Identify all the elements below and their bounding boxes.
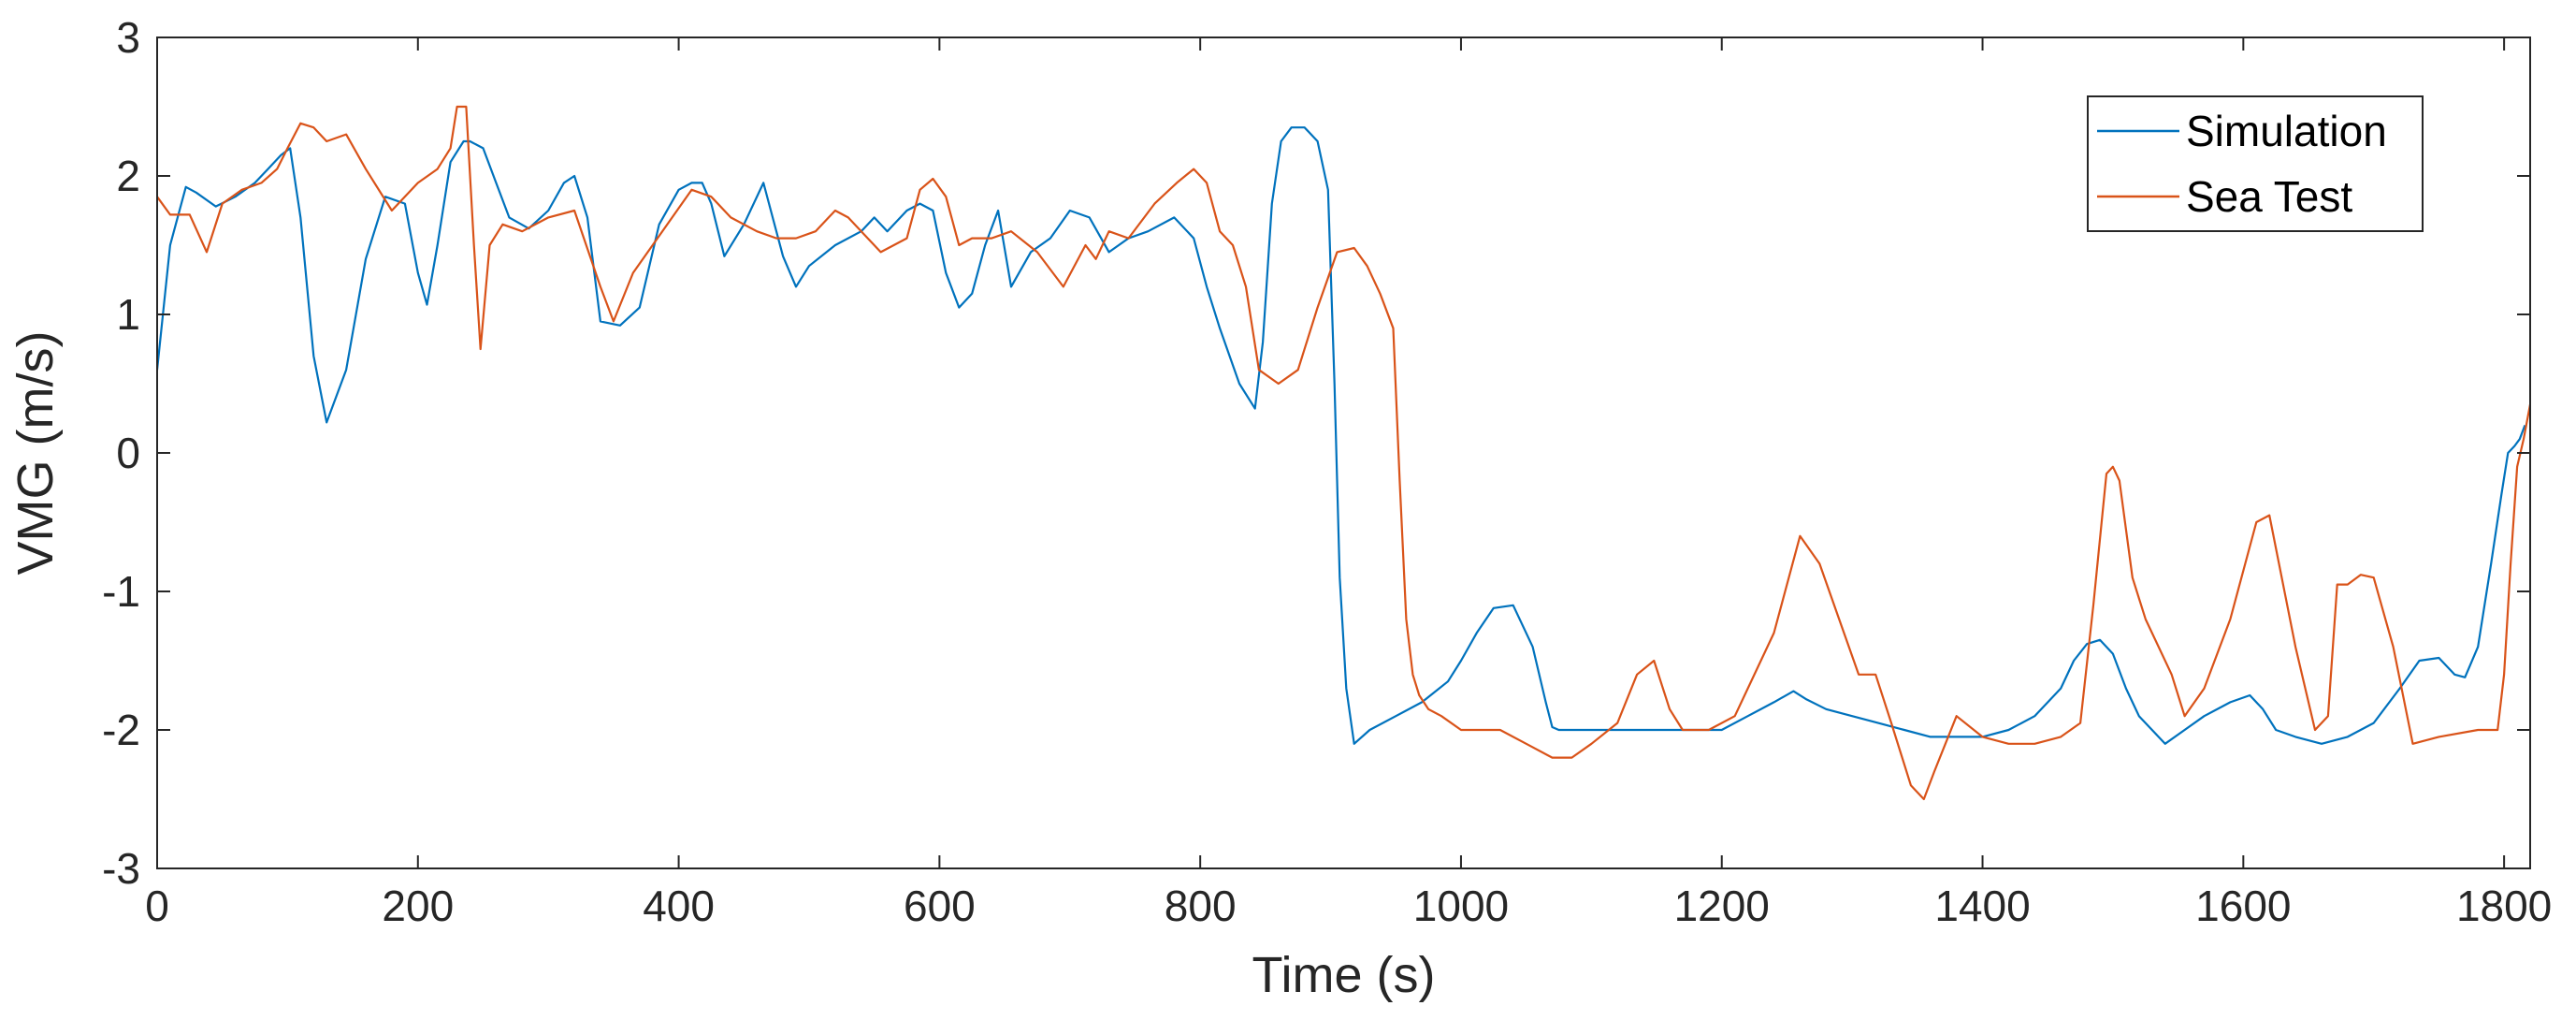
x-tick-label: 600 xyxy=(904,882,976,930)
legend-label: Sea Test xyxy=(2186,172,2352,221)
tick-layer: 0 200 400 600 800 1000 1200 1400 1600 1800 -3 -2 -1 0… xyxy=(102,13,2552,930)
legend-label: Simulation xyxy=(2186,107,2387,155)
x-tick-label: 1000 xyxy=(1413,882,1509,930)
x-tick-label: 400 xyxy=(643,882,715,930)
x-tick-label: 1400 xyxy=(1934,882,2030,930)
x-tick-label: 1800 xyxy=(2456,882,2552,930)
x-tick-label: 200 xyxy=(382,882,454,930)
y-axis-label: VMG (m/s) xyxy=(7,331,64,576)
y-tick-label: 3 xyxy=(116,13,140,62)
x-tick-label: 1200 xyxy=(1674,882,1770,930)
x-tick-label: 1600 xyxy=(2195,882,2291,930)
series-line-simulation xyxy=(157,126,2526,745)
y-tick-label: 0 xyxy=(116,429,140,477)
x-axis-label: Time (s) xyxy=(1252,947,1436,1003)
plot-area: 0 200 400 600 800 1000 1200 1400 1600 1800 -3 -2 -1 0… xyxy=(102,13,2552,930)
y-tick-label: 1 xyxy=(116,290,140,339)
y-tick-label: -2 xyxy=(102,706,140,754)
series-line-sea-test xyxy=(157,105,2530,801)
x-tick-label: 0 xyxy=(145,882,169,930)
x-tick-label: 800 xyxy=(1165,882,1237,930)
y-tick-label: -3 xyxy=(102,844,140,893)
y-tick-label: -1 xyxy=(102,567,140,616)
legend-box xyxy=(2087,95,2424,232)
legend: Simulation Sea Test xyxy=(2087,95,2424,232)
series-layer xyxy=(157,105,2530,801)
y-tick-label: 2 xyxy=(116,152,140,200)
